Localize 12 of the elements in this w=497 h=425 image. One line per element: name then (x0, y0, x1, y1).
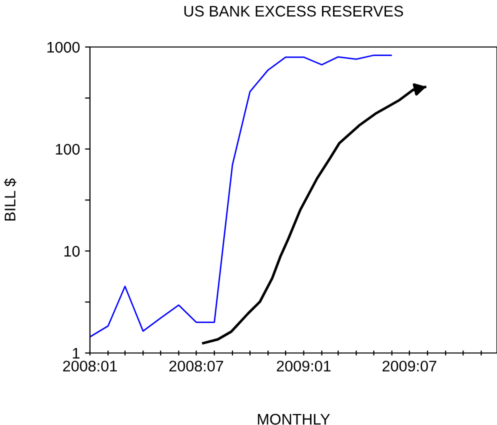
chart-title: US BANK EXCESS RESERVES (184, 6, 404, 17)
y-tick-label: 10 (64, 246, 80, 257)
x-tick-label: 2009:01 (276, 360, 331, 372)
y-tick-label: 1000 (47, 42, 80, 53)
x-tick-label: 2008:07 (169, 360, 224, 372)
y-axis-title: BILL $ (4, 178, 16, 221)
x-axis-title: MONTHLY (258, 414, 330, 425)
y-tick-label: 1 (72, 348, 80, 359)
x-tick-label: 2008:01 (63, 360, 117, 372)
x-tick-label: 2009:07 (382, 360, 436, 372)
line-series (90, 54, 393, 338)
y-tick-label: 100 (56, 144, 80, 155)
